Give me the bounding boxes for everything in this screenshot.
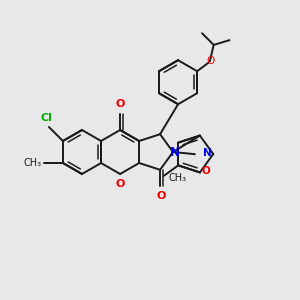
Text: CH₃: CH₃ xyxy=(23,158,41,168)
Text: N: N xyxy=(170,146,180,158)
Text: N: N xyxy=(203,148,212,158)
Text: O: O xyxy=(206,56,214,66)
Text: CH₃: CH₃ xyxy=(168,173,186,183)
Text: Cl: Cl xyxy=(40,113,52,123)
Text: O: O xyxy=(202,167,210,176)
Text: O: O xyxy=(116,179,125,189)
Text: O: O xyxy=(156,191,166,201)
Text: O: O xyxy=(116,99,125,109)
